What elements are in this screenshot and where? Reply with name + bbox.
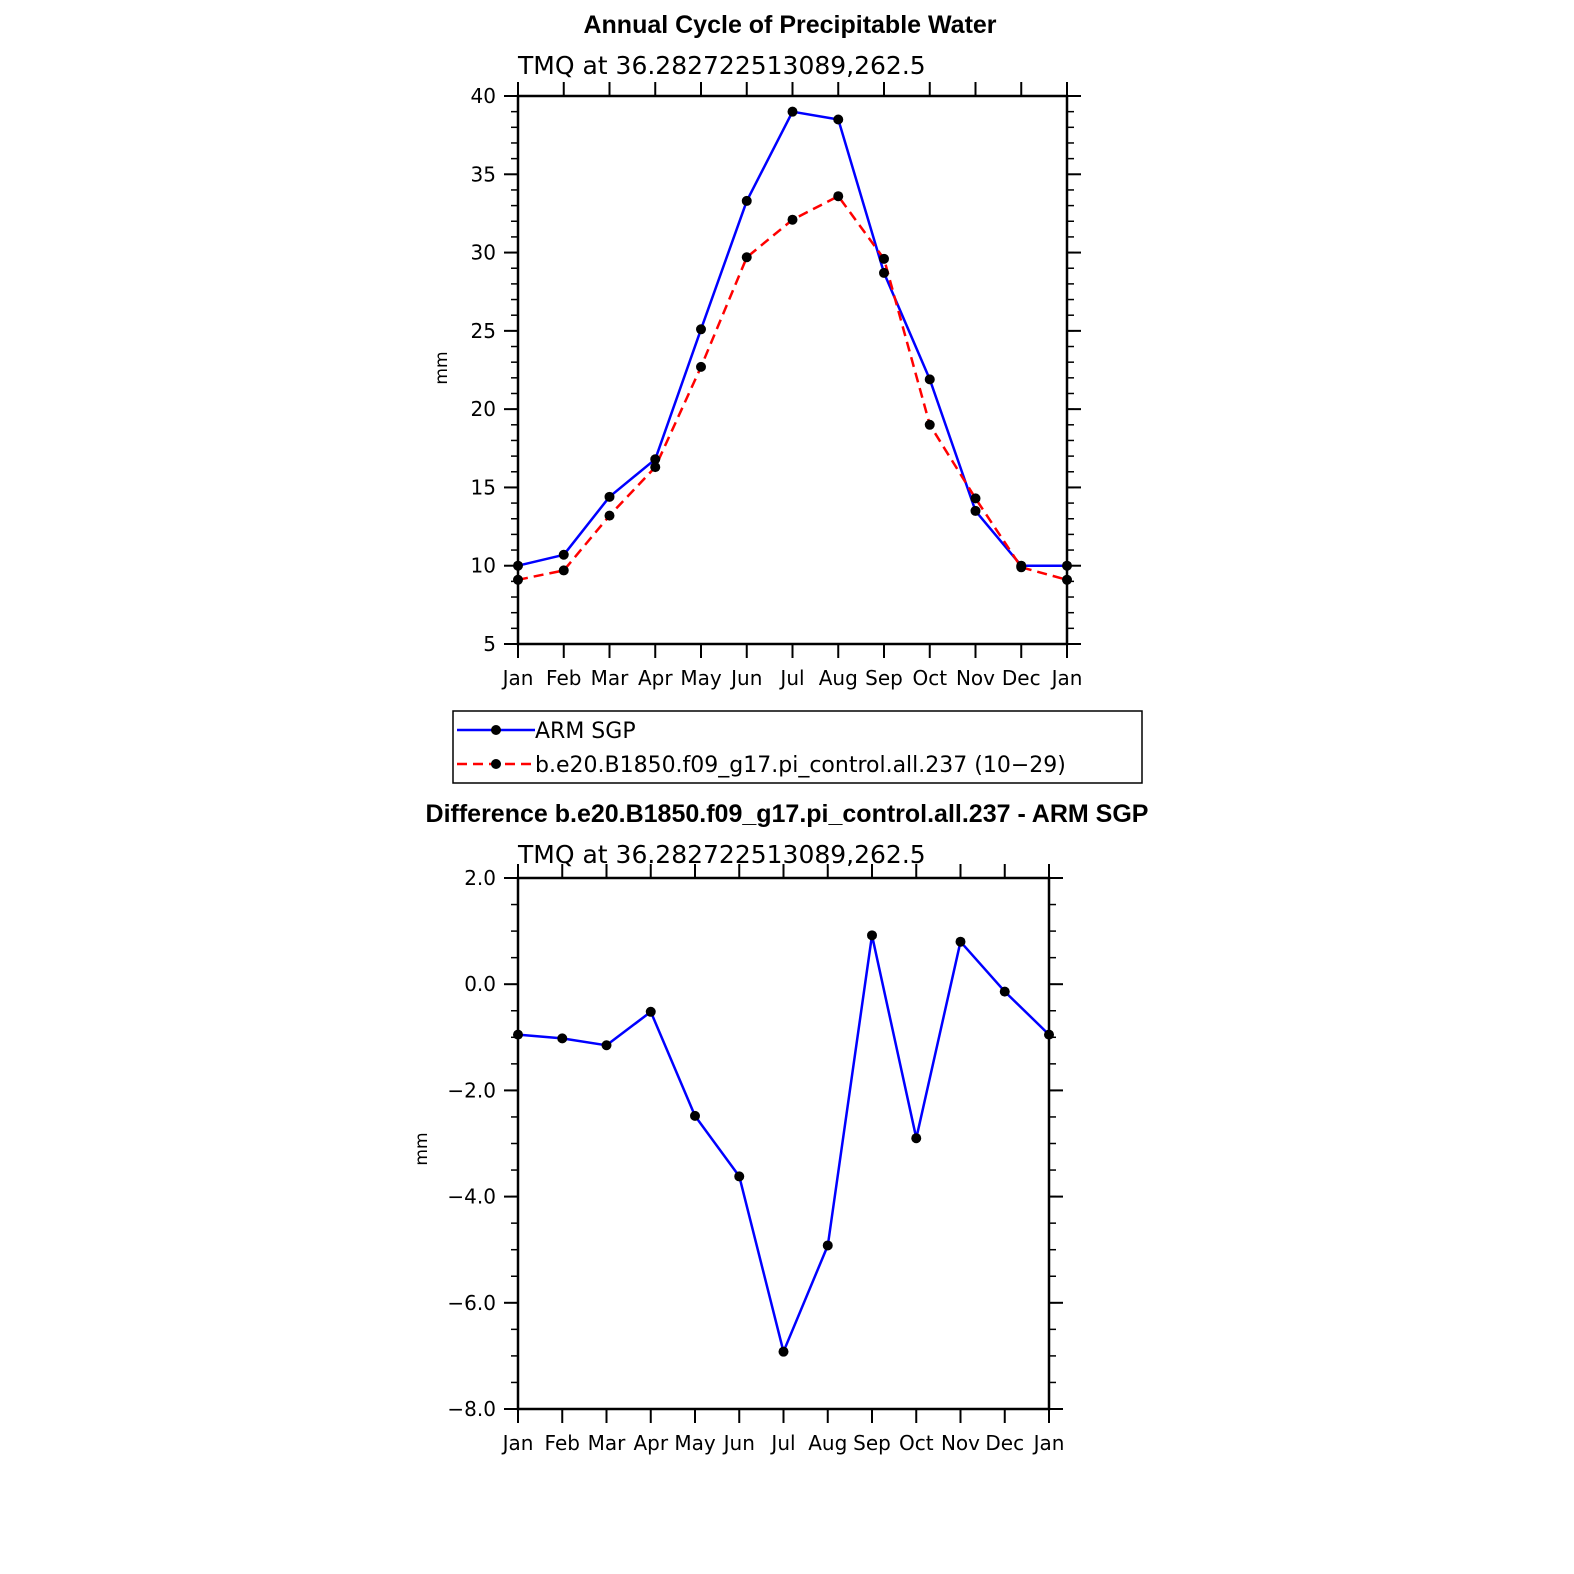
chart-2-xtick-label: Jul: [769, 1431, 795, 1455]
chart-2-xtick-label: Nov: [941, 1431, 980, 1455]
chart-1-ylabel: mm: [432, 351, 452, 384]
chart-1-xtick-label: Oct: [912, 666, 947, 690]
chart-1-xtick-label: Jan: [501, 666, 534, 690]
chart-2-xtick-label: Jan: [501, 1431, 534, 1455]
chart-2-title: Difference b.e20.B1850.f09_g17.pi_contro…: [426, 800, 1149, 828]
chart-2-xtick-label: Apr: [633, 1431, 668, 1455]
chart-2-plot: −8.0 −6.0 −4.0 −2.0 0.0 2.0 Jan Feb Mar Apr May Jun…: [447, 864, 1064, 1455]
legend-label-arm-sgp: ARM SGP: [535, 719, 636, 744]
chart-2-series-1-point: [601, 1040, 612, 1051]
chart-1-xtick-label: Feb: [546, 666, 581, 690]
chart-2-series-1-point: [1044, 1029, 1054, 1040]
chart-1-xtick-label: Aug: [819, 666, 858, 690]
chart-1-series-1-point: [604, 491, 615, 502]
chart-1-series-2-point: [833, 191, 844, 202]
chart-1-series-1-point: [513, 560, 523, 571]
chart-2-xtick-label: Feb: [545, 1431, 580, 1455]
chart-1-series-2-point: [924, 419, 935, 430]
chart-1-xtick-label: Apr: [638, 666, 673, 690]
chart-1-xtick-label: Mar: [591, 666, 630, 690]
chart-1-ytick-label: 15: [471, 475, 496, 499]
chart-1-series-1-point: [879, 267, 889, 278]
chart-1-series-2-point: [604, 510, 615, 521]
chart-2-frame: [516, 876, 1051, 1411]
legend-marker-arm-sgp: [491, 725, 501, 735]
chart-2-ytick-label: −2.0: [447, 1078, 496, 1102]
chart-2-series-1-point: [778, 1346, 789, 1357]
chart-2-series-1-point: [734, 1171, 745, 1182]
chart-1-series-1-point: [1062, 560, 1072, 571]
chart-2-series-1-point: [557, 1033, 568, 1044]
chart-2-ytick-label: −8.0: [447, 1397, 496, 1421]
chart-1-series-1-point: [650, 454, 661, 465]
chart-2-xtick-label: May: [674, 1431, 716, 1455]
chart-1-ytick-label: 40: [471, 84, 496, 108]
chart-2-series-1-point: [513, 1029, 523, 1040]
chart-1-ytick-label: 30: [471, 241, 496, 265]
chart-2-series-1-point: [911, 1133, 922, 1144]
chart-2-series-1-point: [999, 986, 1010, 997]
chart-2-series-1-point: [955, 936, 966, 947]
chart-1-series-1-point: [833, 114, 844, 125]
chart-1-series-1-line: [517, 110, 1067, 567]
chart-1-series-1-point: [741, 195, 752, 206]
chart-1-ytick-label: 35: [471, 162, 496, 186]
chart-1-series-2-point: [1016, 562, 1027, 573]
chart-1-series-2-point: [558, 565, 569, 576]
chart-1-ytick-label: 20: [471, 397, 496, 421]
chart-2-ytick-label: 2.0: [464, 866, 496, 890]
chart-1-series-2-point: [879, 253, 889, 264]
legend-box: [452, 710, 1143, 784]
chart-1-xtick-label: Jun: [729, 666, 762, 690]
chart-2-xtick-label: Sep: [853, 1431, 891, 1455]
chart-1-legend: ARM SGP b.e20.B1850.f09_g17.pi_control.a…: [452, 710, 1143, 784]
chart-2-xtick-label: Dec: [985, 1431, 1024, 1455]
chart-2-xtick-label: Aug: [808, 1431, 847, 1455]
chart-1-xtick-label: Jul: [778, 666, 804, 690]
chart-1-series-1-point: [924, 374, 935, 385]
chart-2-series-1-point: [867, 930, 877, 941]
chart-1-series-2-point: [970, 493, 981, 504]
chart-1-series-1-point: [696, 324, 706, 335]
chart-1-series-2-point: [696, 361, 706, 372]
chart-1-series-2-point: [787, 214, 798, 225]
chart-2-ytick-label: −6.0: [447, 1291, 496, 1315]
chart-2-ylabel: mm: [412, 1132, 432, 1165]
legend-marker-model: [491, 759, 501, 769]
chart-2-series-1-line: [517, 934, 1050, 1353]
chart-2-xtick-label: Mar: [588, 1431, 627, 1455]
chart-1-series-2-point: [741, 252, 752, 263]
chart-1-frame: [516, 94, 1069, 646]
chart-2-xtick-label: Jan: [1032, 1431, 1065, 1455]
chart-1-xtick-label: Sep: [865, 666, 903, 690]
chart-1-subtitle: TMQ at 36.282722513089,262.5: [517, 51, 926, 80]
chart-2-subtitle: TMQ at 36.282722513089,262.5: [517, 840, 926, 869]
chart-1-ytick-label: 10: [471, 554, 496, 578]
chart-1-series-1-point: [787, 106, 798, 117]
chart-2-series-1-point: [645, 1006, 656, 1017]
chart-1-ytick-label: 5: [483, 632, 496, 656]
chart-2-ytick-label: −4.0: [447, 1185, 496, 1209]
chart-1-ytick-label: 25: [471, 319, 496, 343]
chart-2-series-1-point: [690, 1110, 700, 1121]
chart-1-xtick-label: Dec: [1002, 666, 1041, 690]
chart-2-xtick-label: Oct: [899, 1431, 934, 1455]
chart-1-series-2-point: [650, 462, 661, 473]
chart-1-plot: 5 10 15 20 25 30 35 40 Jan Feb Mar Apr May Jun Jul Aug S…: [471, 82, 1083, 690]
chart-1-title: Annual Cycle of Precipitable Water: [583, 11, 996, 39]
chart-2-ytick-label: 0.0: [464, 972, 496, 996]
chart-1-series-2-point: [513, 574, 523, 585]
chart-1-series-1-point: [970, 505, 981, 516]
chart-2-xtick-label: Jun: [722, 1431, 755, 1455]
chart-1-series-2-point: [1062, 574, 1072, 585]
chart-2-series-1-point: [822, 1240, 833, 1251]
chart-1-xtick-label: Nov: [956, 666, 995, 690]
chart-1-xtick-label: Jan: [1050, 666, 1083, 690]
chart-1-series-1-point: [558, 549, 569, 560]
legend-label-model: b.e20.B1850.f09_g17.pi_control.all.237 (…: [535, 753, 1066, 778]
chart-1-xtick-label: May: [680, 666, 722, 690]
